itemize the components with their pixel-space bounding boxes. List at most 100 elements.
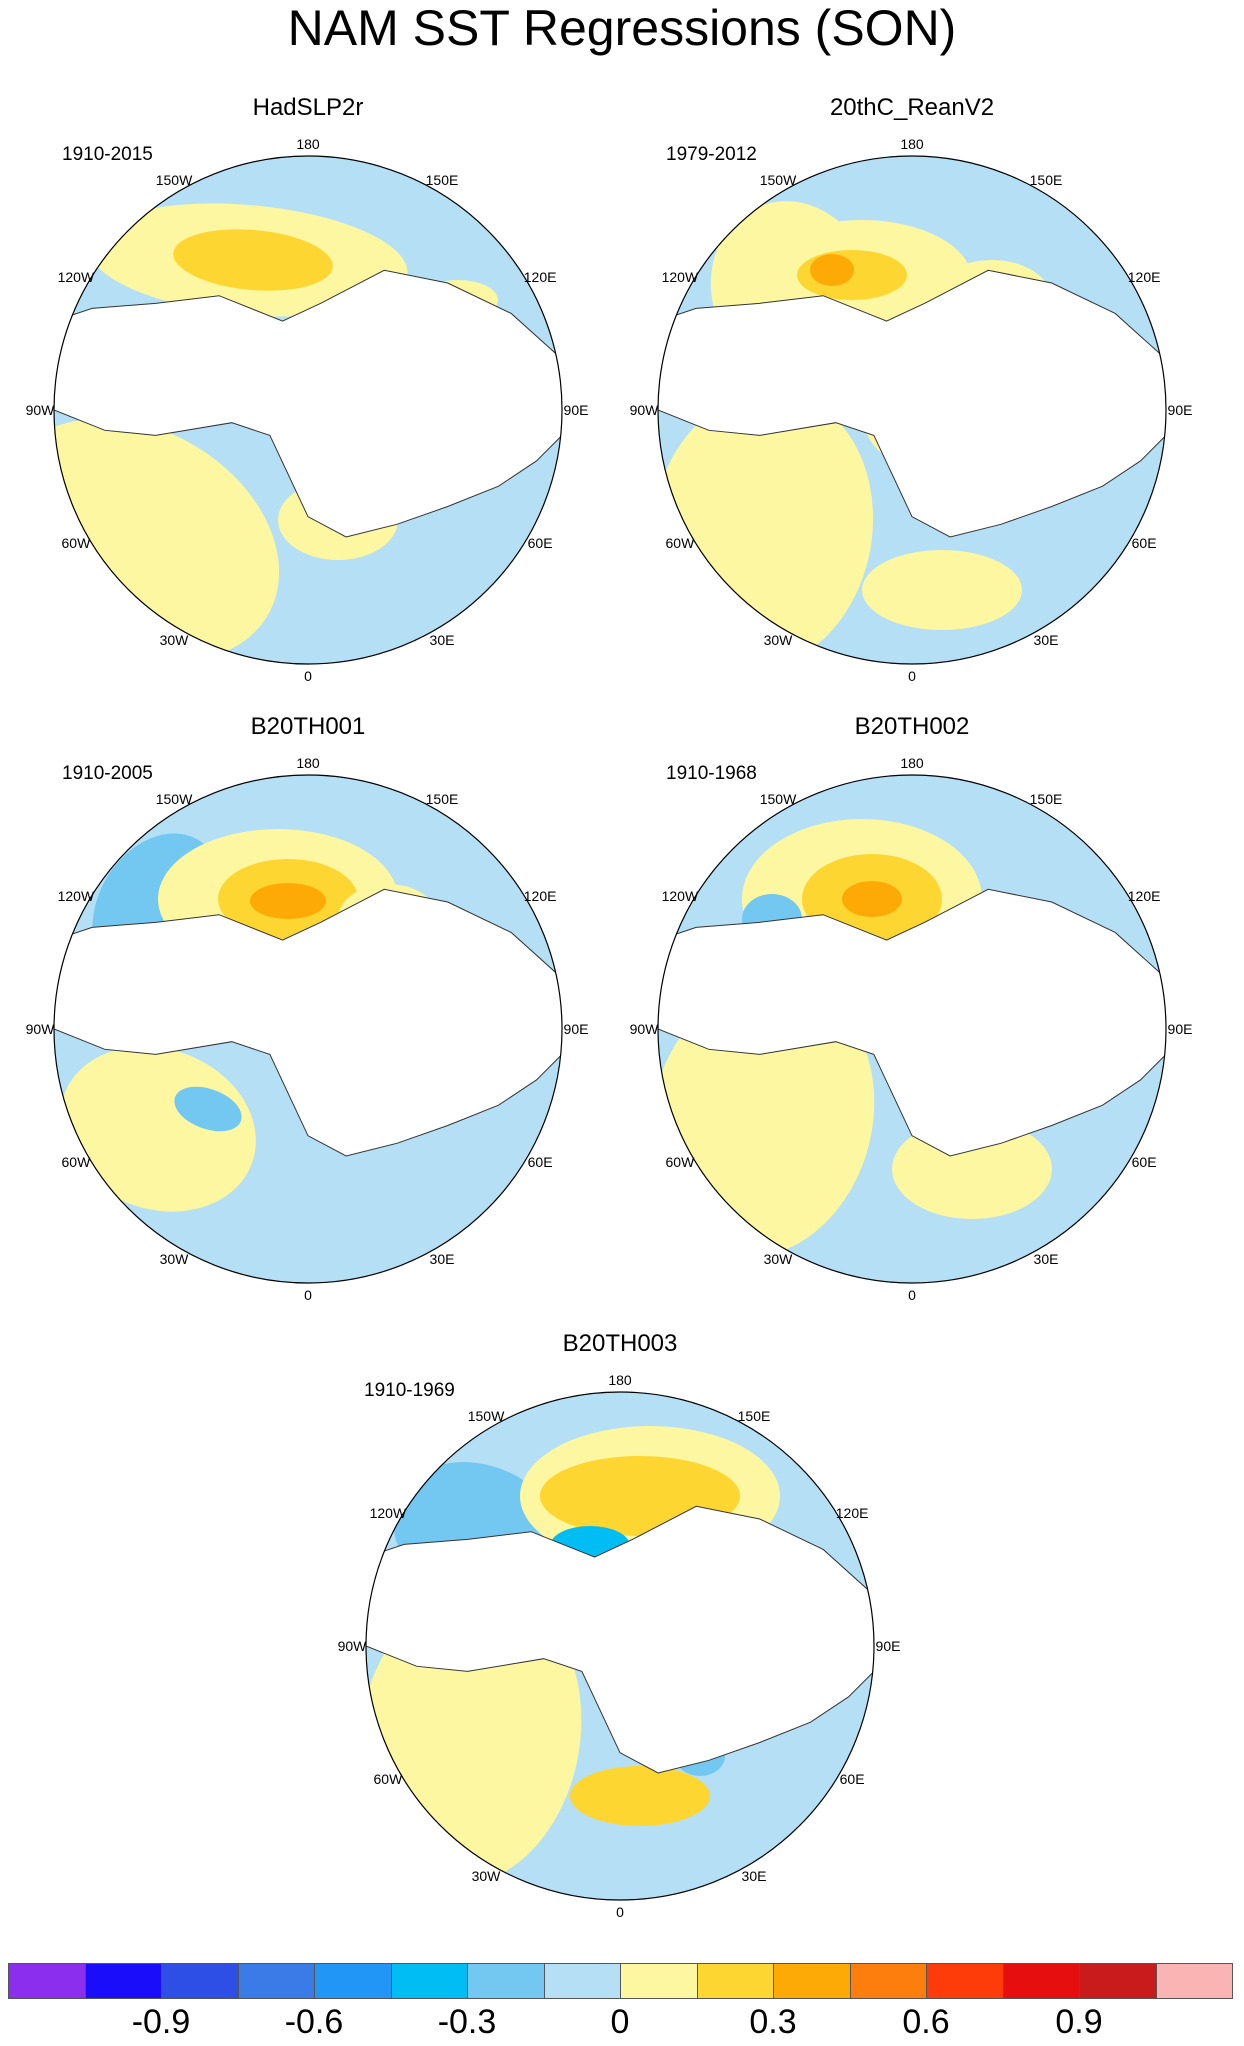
lon-label: 150E xyxy=(425,171,459,188)
polar-map xyxy=(657,774,1167,1284)
lon-label: 60E xyxy=(1131,1154,1157,1170)
lon-label: 150W xyxy=(155,790,193,807)
lon-label: 120E xyxy=(835,1505,869,1521)
lon-label: 0 xyxy=(908,668,916,684)
lon-label: 30E xyxy=(1033,1251,1059,1268)
colorbar-swatch xyxy=(467,1963,545,1999)
lon-label: 150W xyxy=(467,1407,505,1424)
land-mass xyxy=(54,269,562,538)
map-boundary xyxy=(365,1391,875,1901)
lon-label: 120W xyxy=(57,888,95,904)
lon-label: 120W xyxy=(661,269,699,285)
lon-label: 30W xyxy=(159,632,189,649)
map-panel-b20th003: B20TH003 1910-1969 180 150E 120E 90E 60E 30E 0… xyxy=(338,1330,901,1920)
land-mass xyxy=(366,1505,874,1774)
lon-label: 120E xyxy=(1127,269,1161,285)
lon-label: 30W xyxy=(159,1251,189,1268)
lon-label: 0 xyxy=(616,1904,624,1920)
land-mass xyxy=(658,269,1166,538)
lon-label: 60W xyxy=(665,1154,695,1170)
colorbar xyxy=(8,1963,1233,1999)
lon-label: 120W xyxy=(369,1505,407,1521)
panel-title: B20TH002 xyxy=(854,713,970,740)
lon-label: 30E xyxy=(429,632,455,649)
colorbar-tick-label: 0.3 xyxy=(749,2003,797,2041)
colorbar-swatch xyxy=(620,1963,698,1999)
lon-label: 150E xyxy=(1029,790,1063,807)
lon-label: 90E xyxy=(1167,402,1193,418)
panel-title: HadSLP2r xyxy=(252,94,364,121)
polar-map xyxy=(53,155,563,665)
lon-label: 150W xyxy=(759,790,797,807)
lon-label: 180 xyxy=(296,755,320,771)
lon-label: 60W xyxy=(373,1771,403,1787)
lon-label: 120E xyxy=(523,888,557,904)
lon-label: 30E xyxy=(741,1868,767,1885)
map-boundary xyxy=(53,774,563,1284)
lon-label: 180 xyxy=(900,136,924,152)
colorbar-tick-label: -0.9 xyxy=(131,2003,191,2041)
colorbar-tick-label: 0 xyxy=(610,2003,630,2041)
lon-label: 30E xyxy=(1033,632,1059,649)
lon-label: 60E xyxy=(839,1771,865,1787)
lon-label: 90W xyxy=(25,402,55,418)
lon-label: 150E xyxy=(1029,171,1063,188)
lon-label: 120E xyxy=(1127,888,1161,904)
colorbar-tick-label: 0.9 xyxy=(1055,2003,1103,2041)
lon-label: 60W xyxy=(61,535,91,551)
sst-anomaly-region xyxy=(842,881,902,917)
panel-title: B20TH003 xyxy=(562,1330,678,1357)
colorbar-swatch xyxy=(773,1963,851,1999)
land-mass xyxy=(54,888,562,1157)
lon-label: 60W xyxy=(665,535,695,551)
panel-title: 20thC_ReanV2 xyxy=(829,94,995,121)
lon-label: 30E xyxy=(429,1251,455,1268)
map-boundary xyxy=(657,155,1167,665)
lon-label: 60E xyxy=(527,1154,553,1170)
panel-period: 1910-2015 xyxy=(62,144,153,165)
colorbar-swatch xyxy=(1002,1963,1080,1999)
sst-anomaly-region xyxy=(174,1086,242,1132)
lon-label: 30W xyxy=(763,632,793,649)
lon-label: 90E xyxy=(1167,1021,1193,1037)
lon-label: 180 xyxy=(900,755,924,771)
sst-anomaly-region xyxy=(250,883,326,919)
lon-label: 30W xyxy=(471,1868,501,1885)
lon-label: 60E xyxy=(527,535,553,551)
lon-label: 0 xyxy=(304,1287,312,1303)
colorbar-swatch xyxy=(314,1963,392,1999)
colorbar-swatch xyxy=(696,1963,774,1999)
lon-label: 120W xyxy=(57,269,95,285)
colorbar-swatch xyxy=(84,1963,162,1999)
panel-period: 1910-1969 xyxy=(364,1380,455,1401)
lon-label: 120W xyxy=(661,888,699,904)
colorbar-swatch xyxy=(390,1963,468,1999)
colorbar-tick-label: -0.6 xyxy=(284,2003,344,2041)
lon-label: 90W xyxy=(629,402,659,418)
lon-label: 90E xyxy=(563,402,589,418)
lon-label: 90W xyxy=(337,1638,367,1654)
lon-label: 150W xyxy=(155,171,193,188)
lon-label: 180 xyxy=(296,136,320,152)
lon-label: 90W xyxy=(629,1021,659,1037)
sst-anomaly-region xyxy=(862,550,1022,630)
panel-period: 1910-2005 xyxy=(62,763,153,784)
polar-map xyxy=(53,774,563,1284)
panel-period: 1910-1968 xyxy=(666,763,757,784)
lon-label: 120E xyxy=(523,269,557,285)
lon-label: 150E xyxy=(737,1407,771,1424)
lon-label: 0 xyxy=(908,1287,916,1303)
lon-label: 150W xyxy=(759,171,797,188)
map-panel-b20th002: B20TH002 1910-1968 180 150E 120E 90E 60E 30E 0… xyxy=(630,713,1193,1303)
colorbar-swatch xyxy=(1079,1963,1157,1999)
land-mass xyxy=(658,888,1166,1157)
colorbar-swatch xyxy=(237,1963,315,1999)
lon-label: 60E xyxy=(1131,535,1157,551)
colorbar-tick-label: 0.6 xyxy=(902,2003,950,2041)
colorbar-swatch xyxy=(161,1963,239,1999)
colorbar-tick-label: -0.3 xyxy=(437,2003,497,2041)
map-panel-20thc-reanv2: 20thC_ReanV2 1979-2012 180 150E 120E 90E 60E… xyxy=(630,94,1193,684)
lon-label: 30W xyxy=(763,1251,793,1268)
main-title: NAM SST Regressions (SON) xyxy=(287,0,957,56)
sst-anomaly-region xyxy=(173,229,333,291)
